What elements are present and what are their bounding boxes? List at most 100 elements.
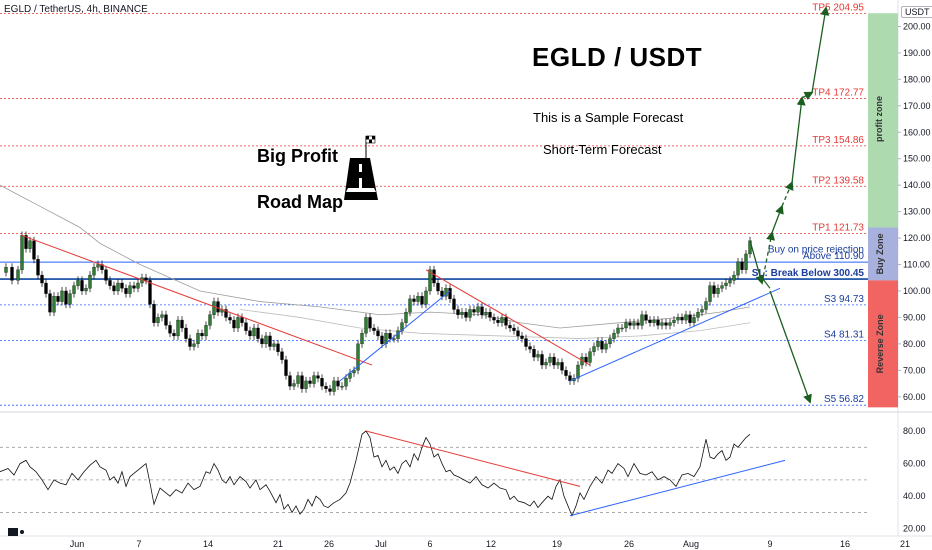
price-tick-label: 80.00 bbox=[903, 339, 926, 349]
candle-body bbox=[112, 285, 116, 292]
candle-body bbox=[536, 354, 540, 358]
candle-body bbox=[164, 314, 168, 326]
candle-body bbox=[424, 290, 428, 305]
candle-body bbox=[436, 282, 440, 292]
candle-body bbox=[576, 364, 580, 379]
candle-body bbox=[636, 322, 640, 326]
candle-body bbox=[88, 274, 92, 289]
road-icon bbox=[344, 135, 378, 200]
candle-body bbox=[376, 330, 380, 337]
candle-body bbox=[36, 259, 40, 276]
candle-body bbox=[44, 282, 48, 294]
trendline bbox=[425, 269, 591, 366]
price-tick-label: 100.00 bbox=[903, 286, 931, 296]
reverse-zone-band bbox=[868, 280, 898, 408]
moving-average-line bbox=[0, 184, 751, 329]
candle-body bbox=[300, 375, 304, 389]
candle-body bbox=[284, 359, 288, 376]
candle-body bbox=[688, 314, 692, 323]
candle-body bbox=[272, 343, 276, 347]
candle-body bbox=[548, 356, 552, 363]
time-tick-label: Jul bbox=[375, 539, 387, 549]
candle-body bbox=[596, 341, 600, 347]
candle-body bbox=[252, 327, 256, 337]
time-tick-label: 7 bbox=[136, 539, 141, 549]
candle-body bbox=[340, 386, 344, 388]
forecast-arrow bbox=[761, 230, 776, 284]
road-map-line2: Road Map bbox=[257, 192, 344, 212]
candle-body bbox=[628, 322, 632, 326]
candle-body bbox=[412, 298, 416, 302]
candle-body bbox=[732, 274, 736, 281]
road-stripe bbox=[346, 188, 376, 192]
candle-body bbox=[216, 301, 220, 313]
candle-body bbox=[552, 356, 556, 366]
candle-body bbox=[68, 293, 72, 305]
rsi-tick-label: 60.00 bbox=[903, 459, 926, 469]
time-tick-label: 12 bbox=[486, 539, 496, 549]
level-label-support: S5 56.82 bbox=[824, 394, 864, 405]
candle-body bbox=[528, 346, 532, 350]
time-tick-label: 14 bbox=[203, 539, 213, 549]
candle-body bbox=[260, 338, 264, 345]
candle-body bbox=[472, 309, 476, 313]
trendline bbox=[21, 234, 373, 366]
candle-body bbox=[616, 327, 620, 334]
candle-body bbox=[156, 317, 160, 323]
candle-body bbox=[604, 343, 608, 350]
time-tick-label: Aug bbox=[683, 539, 699, 549]
candle-body bbox=[40, 274, 44, 284]
candle-body bbox=[512, 327, 516, 331]
candle-body bbox=[120, 282, 124, 289]
candle-body bbox=[684, 314, 688, 321]
candle-body bbox=[60, 290, 64, 302]
price-tick-label: 200.00 bbox=[903, 21, 931, 31]
candle-body bbox=[24, 235, 28, 249]
candle-body bbox=[540, 354, 544, 366]
rsi-line bbox=[0, 430, 751, 517]
rsi-tick-label: 80.00 bbox=[903, 426, 926, 436]
candle-body bbox=[460, 311, 464, 315]
time-tick-label: Jun bbox=[70, 539, 85, 549]
candle-body bbox=[432, 269, 436, 284]
time-tick-label: 26 bbox=[624, 539, 634, 549]
time-tick-label: 6 bbox=[427, 539, 432, 549]
candle-body bbox=[664, 322, 668, 326]
price-tick-label: 120.00 bbox=[903, 233, 931, 243]
currency-tag[interactable]: USDT bbox=[901, 6, 932, 18]
candle-body bbox=[56, 296, 60, 302]
candle-body bbox=[152, 304, 156, 323]
candle-body bbox=[28, 240, 32, 249]
candle-body bbox=[380, 335, 384, 345]
price-tick-label: 60.00 bbox=[903, 392, 926, 402]
level-label-support: S3 94.73 bbox=[824, 294, 864, 305]
candle-body bbox=[524, 338, 528, 347]
candle-body bbox=[368, 317, 372, 329]
candle-body bbox=[364, 317, 368, 334]
candle-body bbox=[280, 351, 284, 360]
level-label-support: S4 81.31 bbox=[824, 329, 864, 340]
trendline bbox=[569, 287, 781, 382]
candle-body bbox=[148, 280, 152, 305]
candle-body bbox=[308, 380, 312, 384]
candle-body bbox=[612, 333, 616, 339]
candle-body bbox=[84, 288, 88, 292]
reverse-zone-label: Reverse Zone bbox=[875, 314, 885, 373]
candle-body bbox=[448, 288, 452, 300]
level-label-tp: TP2 139.58 bbox=[812, 175, 864, 186]
candle-body bbox=[608, 338, 612, 345]
candle-body bbox=[344, 378, 348, 387]
candle-body bbox=[544, 362, 548, 366]
candle-body bbox=[680, 317, 684, 321]
candle-body bbox=[316, 375, 320, 379]
level-label-tp: TP3 154.86 bbox=[812, 135, 864, 146]
price-tick-label: 70.00 bbox=[903, 365, 926, 375]
forecast-arrow bbox=[781, 180, 794, 207]
candle-body bbox=[52, 296, 56, 313]
level-label-sl: SL: Break Below 300.45 bbox=[752, 268, 865, 279]
candle-body bbox=[296, 375, 300, 384]
road-dash bbox=[359, 164, 362, 172]
time-tick-label: 26 bbox=[324, 539, 334, 549]
symbol-header: EGLD / TetherUS, 4h, BINANCE bbox=[4, 4, 148, 15]
